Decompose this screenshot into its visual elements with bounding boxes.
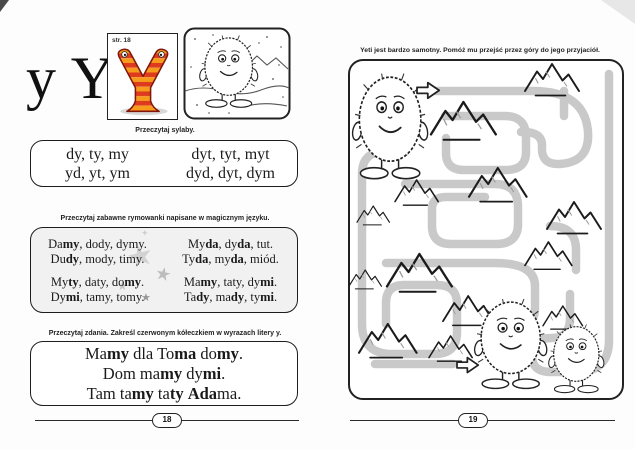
star-icon: ✦: [141, 229, 149, 239]
page-number-pill: 19: [458, 413, 488, 428]
syllable-line: yd, yt, ym: [65, 164, 130, 182]
rhyme-line: Myda, dyda, tut.: [187, 237, 274, 251]
sentences-box: Mamy dla Toma domy. Dom mamy dymi. Tam t…: [30, 341, 298, 406]
display-letters: y Y: [26, 45, 116, 111]
rhymes-heading: Przeczytaj zabawne rymowanki napisane w …: [60, 215, 270, 222]
rhyme-line: Dymi, tamy, tomy.: [50, 289, 145, 304]
rhyme-line: Dudy, mody, timy.: [50, 251, 145, 266]
syllables-column-2: dyt, tyt, myt dyd, dyt, dym: [164, 145, 297, 183]
yeti-maze: [348, 59, 624, 400]
page-number-pill: 18: [152, 413, 182, 428]
rhyme-line: Mamy, taty, dymi.: [183, 275, 278, 289]
star-icon: ★: [117, 279, 128, 293]
snowflake-dots: [190, 34, 284, 114]
syllables-heading: Przeczytaj sylaby.: [135, 127, 195, 134]
yeti-picture: [183, 27, 291, 120]
scan-corner-artifact-right: [601, 0, 635, 24]
sentences-heading: Przeczytaj zdania. Zakreśl czerwonym kół…: [48, 330, 282, 337]
sentence-line: Tam tamy taty Adama.: [86, 384, 242, 403]
maze-path: [430, 86, 593, 169]
maze-path: [400, 179, 523, 249]
syllables-box: dy, ty, my yd, yt, ym dyt, tyt, myt dyd,…: [30, 140, 298, 187]
sentence-line: Mamy dla Toma domy.: [84, 344, 244, 363]
rhyme-line: Myty, daty, domy.: [50, 275, 145, 289]
rhyme-line: Tyda, myda, miód.: [182, 251, 279, 266]
letter-card-page-ref: str. 18: [112, 37, 131, 44]
syllable-line: dyd, dyt, dym: [186, 164, 275, 182]
scan-corner-artifact-left: [0, 0, 9, 12]
sentence-line: Dom mamy dymi.: [102, 364, 226, 383]
rhymes-column-1: Damy, dody, dymy. Dudy, mody, timy. Myty…: [31, 228, 164, 312]
maze-heading: Yeti jest bardzo samotny. Pomóż mu przej…: [360, 47, 600, 54]
striped-letter-y-icon: [117, 48, 169, 116]
rhymes-box: ★ ★ ✦ ★ ★ Damy, dody, dymy. Dudy, mody, …: [30, 227, 298, 313]
maze-path: [440, 111, 531, 175]
letter-card: str. 18: [107, 33, 178, 120]
syllables-column-1: dy, ty, my yd, yt, ym: [31, 145, 164, 183]
rhymes-column-2: Myda, dyda, tut. Tyda, myda, miód. Mamy,…: [164, 228, 297, 312]
syllable-line: dyt, tyt, myt: [191, 145, 270, 163]
star-icon: ★: [141, 291, 151, 304]
rhyme-line: Damy, dody, dymy.: [48, 237, 147, 251]
rhyme-line: Tady, mady, tymi.: [183, 289, 278, 304]
syllable-line: dy, ty, my: [66, 145, 129, 163]
